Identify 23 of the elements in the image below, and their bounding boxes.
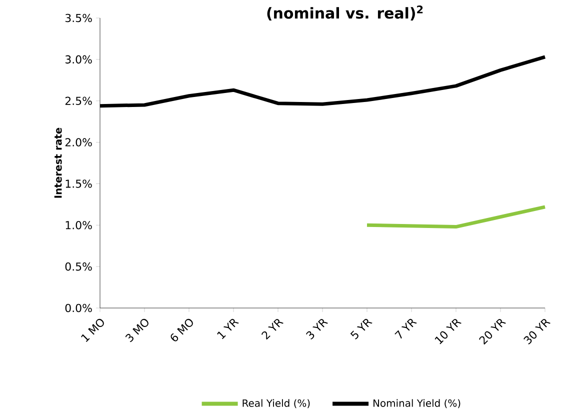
x-tick-label: 3 MO [125, 318, 148, 342]
y-tick-label: 2.5% [65, 96, 92, 106]
x-tick-label: 10 YR [434, 318, 462, 344]
chart-title: (nominal vs. real)$^{2}$ [267, 6, 423, 20]
x-tick-label: 1 YR [217, 318, 239, 340]
y-tick-label: 0.0% [65, 304, 92, 312]
legend-label: Real Yield (%) [242, 399, 310, 408]
x-tick-label: 6 MO [170, 318, 193, 342]
x-tick-label: 20 YR [479, 318, 506, 345]
x-tick-label: 5 YR [350, 318, 372, 340]
y-axis-title: Interest rate [54, 128, 62, 198]
y-tick-label: 1.0% [66, 221, 92, 230]
y-tick-label: 1.5% [66, 180, 92, 188]
y-tick-label: 2.0% [65, 138, 92, 146]
x-tick-label: 30 YR [524, 318, 551, 344]
x-tick-label: 1 MO [81, 318, 104, 342]
y-tick-label: 3.5% [65, 14, 92, 22]
legend-label: Nominal Yield (%) [374, 399, 460, 408]
x-tick-label: 7 YR [394, 318, 417, 339]
y-tick-label: 0.5% [65, 262, 92, 271]
y-tick-label: 3.0% [65, 55, 92, 64]
x-tick-label: 3 YR [306, 318, 328, 340]
x-tick-label: 2 YR [261, 318, 284, 340]
